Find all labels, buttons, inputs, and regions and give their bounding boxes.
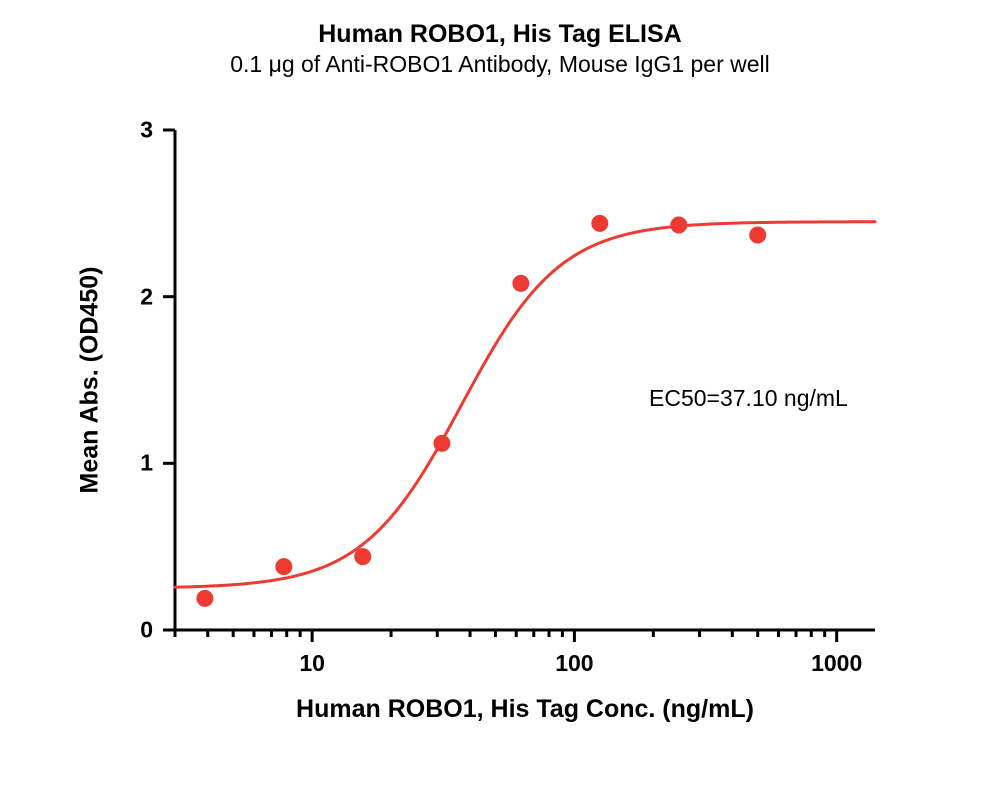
ec50-annotation: EC50=37.10 ng/mL — [649, 385, 848, 412]
x-axis-label: Human ROBO1, His Tag Conc. (ng/mL) — [296, 695, 754, 724]
y-axis-label: Mean Abs. (OD450) — [76, 267, 105, 494]
chart-subtitle: 0.1 μg of Anti-ROBO1 Antibody, Mouse IgG… — [0, 51, 1000, 78]
data-point — [592, 215, 608, 231]
data-point — [750, 227, 766, 243]
y-tick-label: 2 — [123, 283, 153, 310]
chart-title: Human ROBO1, His Tag ELISA — [0, 20, 1000, 49]
data-point — [355, 549, 371, 565]
data-point — [513, 275, 529, 291]
x-tick-label: 100 — [555, 650, 593, 677]
x-tick-label: 10 — [299, 650, 325, 677]
plot-area — [175, 130, 875, 630]
data-point — [197, 590, 213, 606]
plot-svg — [155, 110, 895, 650]
y-tick-label: 0 — [123, 617, 153, 644]
title-block: Human ROBO1, His Tag ELISA 0.1 μg of Ant… — [0, 20, 1000, 78]
chart-container: Human ROBO1, His Tag ELISA 0.1 μg of Ant… — [0, 0, 1000, 804]
data-point — [276, 559, 292, 575]
data-point — [434, 435, 450, 451]
x-tick-label: 1000 — [811, 650, 862, 677]
data-point — [671, 217, 687, 233]
y-tick-label: 1 — [123, 450, 153, 477]
y-tick-label: 3 — [123, 117, 153, 144]
